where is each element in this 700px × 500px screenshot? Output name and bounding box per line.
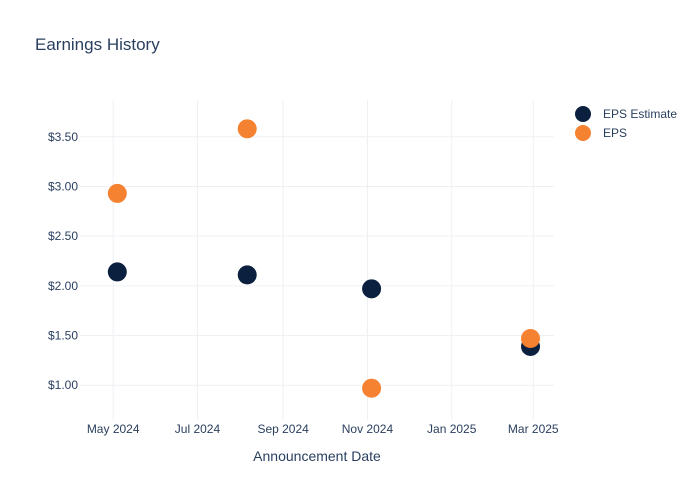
legend-marker <box>575 125 591 141</box>
y-tick-label: $3.50 <box>48 130 78 144</box>
y-tick-label: $1.50 <box>48 329 78 343</box>
scatter-point-eps-estimate[interactable] <box>237 265 257 285</box>
scatter-point-eps-estimate[interactable] <box>107 262 127 282</box>
y-axis-ticks: $1.00 $1.50 $2.00 $2.50 $3.00 $3.50 <box>48 130 78 392</box>
legend-label: EPS <box>603 126 627 140</box>
y-tick-label: $2.50 <box>48 229 78 243</box>
y-tick-label: $2.00 <box>48 279 78 293</box>
scatter-point-eps-estimate[interactable] <box>362 279 382 299</box>
scatter-point-eps[interactable] <box>237 119 257 139</box>
x-tick-label: May 2024 <box>87 422 140 436</box>
legend[interactable]: EPS Estimate EPS <box>575 106 677 141</box>
scatter-point-eps[interactable] <box>362 378 382 398</box>
x-tick-label: Jan 2025 <box>427 422 477 436</box>
x-axis-title: Announcement Date <box>253 448 381 464</box>
legend-item[interactable]: EPS Estimate <box>575 106 677 122</box>
legend-marker <box>575 106 591 122</box>
x-tick-label: Jul 2024 <box>175 422 221 436</box>
scatter-point-eps[interactable] <box>521 329 541 349</box>
chart-title: Earnings History <box>35 35 160 54</box>
grid-lines <box>80 100 554 420</box>
x-tick-label: Nov 2024 <box>342 422 394 436</box>
legend-label: EPS Estimate <box>603 107 677 121</box>
legend-item[interactable]: EPS <box>575 125 627 141</box>
scatter-point-eps[interactable] <box>107 183 127 203</box>
x-axis-ticks: May 2024 Jul 2024 Sep 2024 Nov 2024 Jan 2025… <box>87 422 559 436</box>
y-tick-label: $3.00 <box>48 179 78 193</box>
data-points <box>107 119 541 398</box>
y-tick-label: $1.00 <box>48 378 78 392</box>
x-tick-label: Sep 2024 <box>257 422 309 436</box>
x-tick-label: Mar 2025 <box>508 422 559 436</box>
